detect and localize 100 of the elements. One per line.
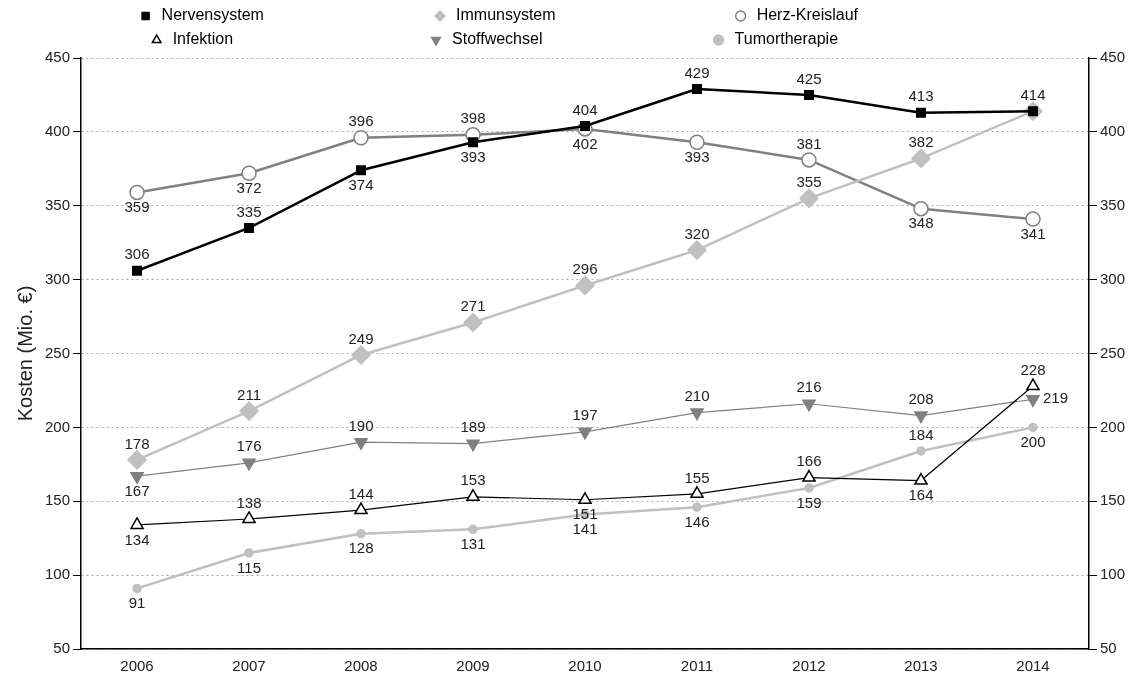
- data-label: 189: [460, 418, 486, 436]
- point: [241, 165, 257, 181]
- point: [578, 492, 592, 505]
- y-tick-label: 250: [45, 343, 71, 361]
- point: [1028, 422, 1038, 433]
- data-label: 381: [796, 134, 822, 152]
- point: [689, 134, 705, 150]
- point: [1026, 378, 1040, 391]
- legend-label: Herz-Kreislauf: [756, 6, 1001, 24]
- point: [353, 130, 369, 146]
- data-label: 128: [348, 539, 374, 557]
- data-label: 425: [796, 69, 822, 87]
- data-label: 91: [128, 594, 146, 612]
- y-tick-label: 50: [53, 639, 71, 657]
- legend-label: Infektion: [172, 30, 421, 48]
- data-label: 402: [572, 134, 598, 152]
- y-tick-label: 350: [45, 195, 71, 213]
- data-label: 146: [684, 512, 710, 530]
- data-label: 153: [460, 471, 486, 489]
- point: [130, 517, 144, 530]
- y2-tick-label: 50: [1099, 639, 1117, 657]
- point: [354, 502, 368, 515]
- point: [466, 489, 480, 502]
- point: [911, 148, 931, 169]
- data-label: 393: [460, 147, 486, 165]
- x-tick-label: 2010: [568, 657, 602, 675]
- data-label: 167: [124, 481, 150, 499]
- y2-tick-label: 300: [1099, 269, 1125, 287]
- point: [575, 275, 595, 296]
- x-tick-label: 2008: [344, 657, 378, 675]
- point: [692, 502, 702, 512]
- point: [130, 471, 144, 484]
- data-label: 159: [796, 493, 822, 511]
- point: [463, 312, 483, 333]
- data-label: 249: [348, 329, 374, 347]
- y-tick-label: 400: [45, 122, 71, 140]
- legend-label: Stoffwechsel: [452, 30, 703, 48]
- data-label: 320: [684, 224, 710, 242]
- legend-label: Nervensystem: [161, 6, 425, 24]
- data-label: 374: [348, 175, 374, 193]
- y2-tick-label: 400: [1099, 122, 1125, 140]
- point: [132, 265, 143, 276]
- data-label: 210: [684, 387, 710, 405]
- legend-label: Tumortherapie: [734, 30, 990, 48]
- data-label: 413: [908, 87, 934, 105]
- x-tick-label: 2009: [456, 657, 490, 675]
- point: [468, 524, 478, 535]
- point: [127, 450, 147, 470]
- data-label: 164: [908, 486, 934, 504]
- data-label: 176: [236, 437, 262, 455]
- point: [242, 458, 256, 471]
- point: [1025, 211, 1041, 227]
- point: [242, 511, 256, 524]
- y-tick-label: 300: [45, 269, 71, 287]
- y2-tick-label: 200: [1099, 417, 1125, 435]
- y-tick-label: 450: [45, 48, 71, 66]
- point: [801, 152, 817, 168]
- data-label: 341: [1020, 224, 1046, 242]
- point: [804, 89, 814, 100]
- point: [914, 411, 928, 424]
- data-label: 404: [572, 100, 598, 118]
- point: [690, 408, 704, 421]
- point: [351, 345, 371, 365]
- data-label: 296: [572, 260, 598, 278]
- data-label: 134: [124, 530, 150, 548]
- point: [132, 583, 142, 594]
- data-label: 382: [908, 133, 934, 151]
- data-label: 197: [572, 406, 598, 424]
- y2-tick-label: 350: [1099, 195, 1125, 213]
- data-label: 396: [348, 112, 374, 130]
- point: [692, 84, 702, 95]
- point: [244, 222, 255, 233]
- legend-label: Immunsystem: [456, 6, 725, 24]
- point: [356, 165, 367, 176]
- y-tick-label: 200: [45, 417, 71, 435]
- x-tick-label: 2013: [904, 657, 938, 675]
- data-label: 393: [684, 147, 710, 165]
- point: [687, 240, 707, 260]
- data-label: 398: [460, 109, 486, 127]
- x-tick-label: 2007: [232, 657, 266, 675]
- point: [129, 184, 145, 201]
- data-label: 271: [460, 297, 486, 315]
- point: [356, 529, 366, 539]
- y-tick-label: 150: [45, 491, 71, 509]
- data-label: 355: [796, 173, 822, 190]
- point: [804, 483, 814, 493]
- point: [690, 486, 704, 499]
- y2-tick-label: 250: [1099, 343, 1125, 361]
- data-label: 178: [124, 434, 150, 452]
- data-label: 141: [572, 520, 598, 538]
- data-label: 359: [124, 198, 150, 216]
- y-tick-label: 100: [45, 565, 71, 583]
- data-label: 151: [572, 505, 598, 523]
- x-tick-label: 2014: [1016, 657, 1050, 675]
- data-label: 414: [1020, 85, 1046, 103]
- point: [802, 399, 816, 412]
- point: [239, 401, 259, 421]
- point: [244, 548, 254, 558]
- x-tick-label: 2011: [680, 657, 714, 675]
- data-label: 306: [124, 245, 150, 263]
